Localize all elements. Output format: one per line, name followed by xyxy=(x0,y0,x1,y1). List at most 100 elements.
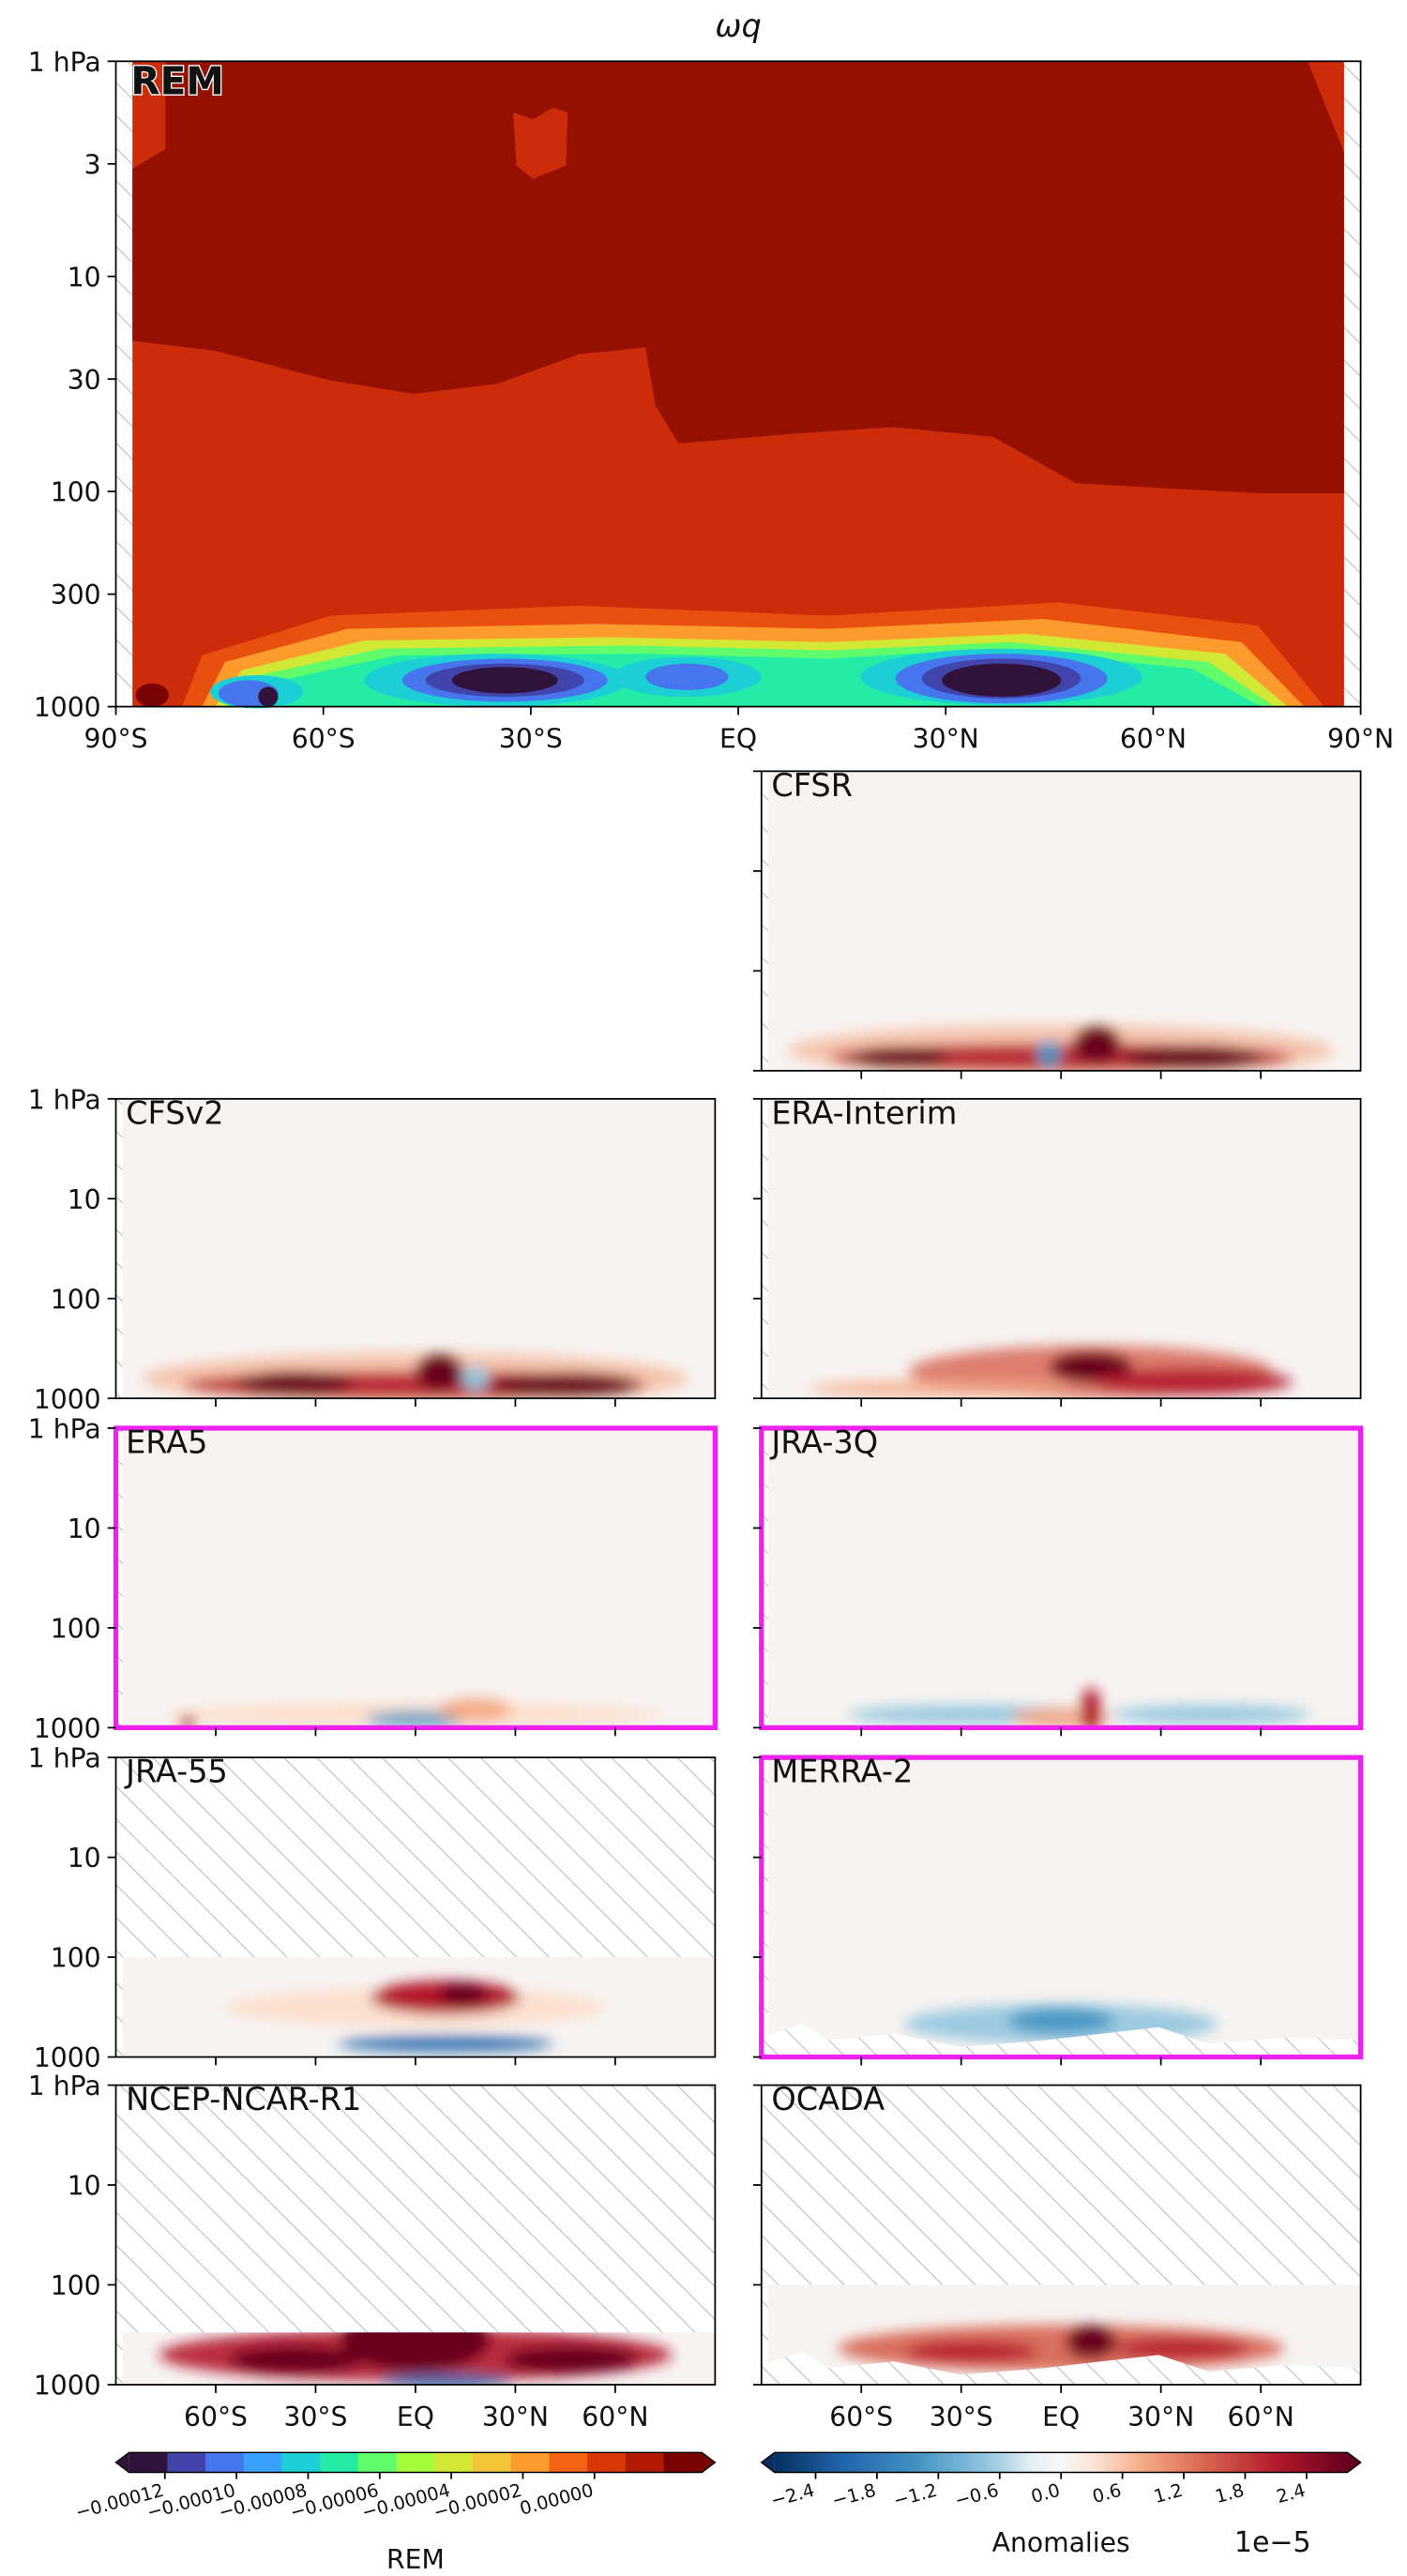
y-tick-label: 1000 xyxy=(34,2042,101,2073)
y-tick-label: 100 xyxy=(51,2270,101,2301)
y-tick-label: 1000 xyxy=(34,2371,101,2402)
panel-label: JRA-55 xyxy=(124,1754,228,1790)
colorbar-tick-label: 2.4 xyxy=(1274,2479,1308,2508)
y-tick-label: 100 xyxy=(51,1284,101,1315)
y-tick-label: 1 hPa xyxy=(28,1743,101,1774)
anomaly-blob xyxy=(439,1697,512,1722)
field-background xyxy=(115,1098,716,1399)
colorbar-extend xyxy=(1347,2452,1361,2473)
y-tick-label: 10 xyxy=(68,2171,101,2202)
anomaly-blobs xyxy=(142,1351,689,1399)
colorbar-extend xyxy=(761,2452,775,2473)
colorbar-segment xyxy=(357,2452,398,2473)
colorbar-segment xyxy=(320,2452,359,2473)
colorbar-tick-label: −1.2 xyxy=(891,2479,939,2511)
hatch-region xyxy=(115,2085,716,2333)
anomaly-blob xyxy=(366,1710,465,1728)
colorbar-offset: 1e−5 xyxy=(1234,2526,1311,2559)
colorbar-tick-label: −0.6 xyxy=(953,2479,1001,2511)
x-tick-label: 60°N xyxy=(582,2402,648,2433)
anomaly-blob xyxy=(1066,2325,1116,2358)
anomaly-blob xyxy=(237,1371,354,1395)
x-tick-label: EQ xyxy=(1042,2402,1080,2433)
hatch-region xyxy=(761,1757,768,2057)
anomaly-blob xyxy=(416,1353,463,1391)
anomaly-blobs xyxy=(167,1697,664,1728)
contour-fill xyxy=(135,683,169,707)
y-tick-label: 1000 xyxy=(34,1713,101,1744)
x-tick-label: 60°S xyxy=(184,2402,248,2433)
panel-label: MERRA-2 xyxy=(771,1754,913,1790)
colorbar-extend xyxy=(115,2452,129,2473)
y-tick-label: 10 xyxy=(68,1843,101,1874)
colorbar-segment xyxy=(473,2452,512,2473)
colorbar-segment xyxy=(243,2452,282,2473)
x-tick-label: 30°N xyxy=(1127,2402,1194,2433)
colorbar-segment xyxy=(434,2452,474,2473)
colorbar-segment xyxy=(510,2452,550,2473)
anomaly-blob xyxy=(229,2346,362,2373)
panel-label: REM xyxy=(130,59,223,104)
anomaly-blob xyxy=(1093,1368,1293,1395)
panel-field xyxy=(115,1098,716,1399)
y-tick-label: 10 xyxy=(68,1514,101,1544)
panel-field xyxy=(115,1757,716,2057)
colorbar-tick-label: −1.8 xyxy=(830,2479,878,2511)
x-tick-label: 60°N xyxy=(1120,724,1187,755)
hatch-region xyxy=(115,1427,123,1728)
colorbar-segment xyxy=(129,2452,168,2473)
panel-field xyxy=(761,1098,1361,1399)
y-tick-label: 3 xyxy=(84,149,101,180)
x-tick-label: EQ xyxy=(719,724,757,755)
colorbar-segment xyxy=(549,2452,588,2473)
y-tick-label: 1 hPa xyxy=(28,2071,101,2101)
panel-label: ERA-Interim xyxy=(771,1094,957,1131)
anomaly-blob xyxy=(461,1366,489,1391)
contour-fill xyxy=(645,663,729,690)
contour-fill xyxy=(513,107,568,179)
panel-label: NCEP-NCAR-R1 xyxy=(126,2081,361,2117)
y-tick-label: 1 hPa xyxy=(28,47,101,78)
contour-fill xyxy=(942,663,1062,697)
colorbar-label: Anomalies xyxy=(992,2527,1130,2558)
anomaly-blob xyxy=(379,2374,512,2385)
contour-fill xyxy=(451,667,558,694)
anomaly-blob xyxy=(1114,2338,1248,2358)
anomaly-blob xyxy=(1037,1041,1061,1068)
colorbar-tick-label: 0.6 xyxy=(1090,2479,1124,2508)
anomaly-blob xyxy=(491,1373,641,1397)
colorbar-tick-label: 0.0 xyxy=(1029,2479,1063,2508)
anomaly-blob xyxy=(1112,1704,1310,1725)
hatch-region xyxy=(761,1098,768,1399)
x-tick-label: 30°N xyxy=(482,2402,549,2433)
panel-label: JRA-3Q xyxy=(769,1424,878,1460)
anomaly-blobs xyxy=(788,1024,1335,1071)
panel-field xyxy=(761,1427,1361,1728)
panel-field xyxy=(761,771,1361,1071)
anomaly-blob xyxy=(1123,1046,1263,1070)
colorbar-segment xyxy=(281,2452,321,2473)
colorbar-tick-label: 0.00000 xyxy=(518,2479,596,2520)
colorbar-tick-label: 1.8 xyxy=(1213,2479,1247,2508)
x-tick-label: 30°S xyxy=(284,2402,348,2433)
anomaly-blob xyxy=(849,1047,949,1068)
colorbar-tick-label: −2.4 xyxy=(768,2479,816,2511)
panel-label: CFSv2 xyxy=(126,1094,224,1131)
y-tick-label: 100 xyxy=(51,1943,101,1974)
field-background xyxy=(761,771,1361,1071)
x-tick-label: 60°N xyxy=(1228,2402,1294,2433)
anomaly-blobs xyxy=(159,2305,673,2385)
colorbar-tick-label: 1.2 xyxy=(1152,2479,1186,2508)
anomaly-blobs xyxy=(809,1345,1293,1399)
x-tick-label: 90°S xyxy=(84,724,148,755)
panel-label: OCADA xyxy=(771,2081,885,2117)
panel-field xyxy=(115,1427,716,1728)
anomaly-blob xyxy=(809,1379,1074,1397)
y-tick-label: 100 xyxy=(51,1614,101,1645)
hatch-region xyxy=(761,2085,1361,2285)
field-background xyxy=(115,1427,716,1728)
colorbar-segment xyxy=(663,2452,703,2473)
anomaly-blobs xyxy=(847,1688,1310,1728)
x-tick-label: 60°S xyxy=(292,724,356,755)
